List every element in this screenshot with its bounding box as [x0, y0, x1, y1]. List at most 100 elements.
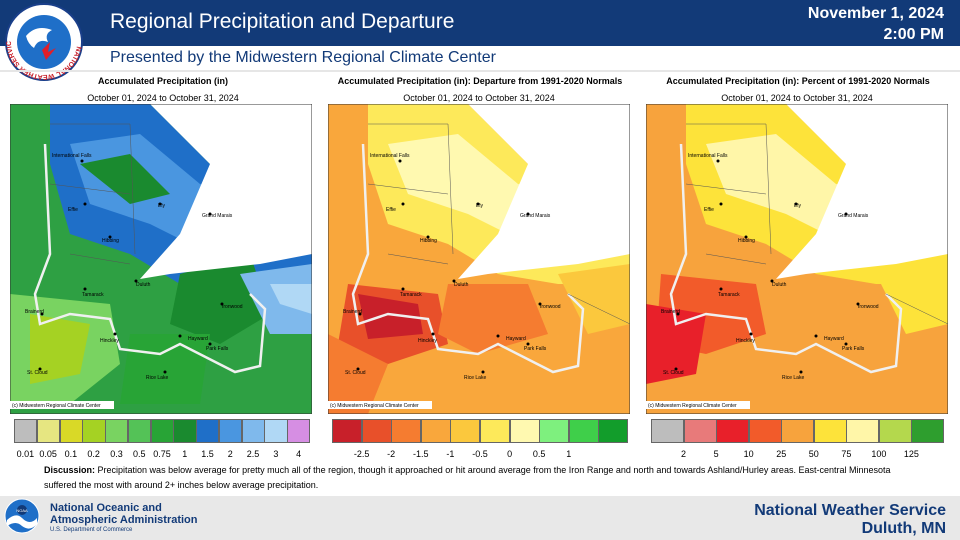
legend-2-tick-label: -1.5: [413, 449, 429, 459]
svg-text:Duluth: Duluth: [136, 282, 151, 288]
legend-departure: [332, 419, 629, 443]
noaa-name: National Oceanic and Atmospheric Adminis…: [50, 502, 198, 526]
page-title: Regional Precipitation and Departure: [110, 10, 455, 33]
legend-2-tick-label: 0: [507, 449, 513, 459]
legend-2-tick-label: -2.5: [353, 449, 370, 459]
nws-office-location: Duluth, MN: [861, 520, 946, 537]
divider: [0, 70, 960, 72]
header-bar: [0, 0, 960, 46]
svg-text:Hibbing: Hibbing: [420, 238, 437, 244]
svg-text:St. Cloud: St. Cloud: [345, 370, 366, 376]
noaa-department: U.S. Department of Commerce: [50, 527, 133, 533]
svg-text:Brainerd: Brainerd: [25, 309, 44, 315]
legend-3-tick-label: 10: [743, 449, 754, 459]
map-1-cities: International Falls Effie Ely Grand Mara…: [25, 153, 243, 381]
svg-text:Hinckley: Hinckley: [418, 338, 437, 344]
legend-1-swatch: [105, 419, 129, 443]
legend-1-swatch: [14, 419, 38, 443]
noaa-name-line2: Atmospheric Administration: [50, 514, 198, 526]
legend-2-swatch: [568, 419, 599, 443]
noaa-logo: NOAA: [4, 498, 40, 534]
svg-text:Ironwood: Ironwood: [858, 304, 879, 310]
issue-time: 2:00 PM: [883, 26, 944, 43]
svg-text:Park Falls: Park Falls: [206, 346, 229, 352]
page-subtitle: Presented by the Midwestern Regional Cli…: [110, 49, 496, 66]
legend-1-tick-label: 3: [273, 449, 279, 459]
legend-2-swatch: [420, 419, 451, 443]
legend-3-tick-label: 100: [871, 449, 887, 459]
map-departure: International Falls Effie Ely Grand Mara…: [328, 104, 630, 414]
svg-text:Rice Lake: Rice Lake: [464, 375, 486, 381]
map-accumulated-precip: International Falls Effie Ely Grand Mara…: [10, 104, 312, 414]
legend-3-swatch: [878, 419, 912, 443]
legend-3-swatch: [813, 419, 847, 443]
nws-logo: NATIONAL WEATHER SERVICE: [4, 2, 83, 81]
nws-office-name: National Weather Service: [754, 502, 946, 519]
svg-text:Grand Marais: Grand Marais: [520, 213, 551, 219]
svg-text:Hayward: Hayward: [188, 336, 208, 342]
legend-1-tick-label: 2: [227, 449, 233, 459]
svg-text:Tamarack: Tamarack: [82, 292, 104, 298]
svg-text:Hayward: Hayward: [824, 336, 844, 342]
legend-1-tick-label: 0.5: [132, 449, 146, 459]
svg-text:Hibbing: Hibbing: [102, 238, 119, 244]
footer-bar: [0, 496, 960, 540]
legend-3-swatch: [911, 419, 945, 443]
legend-accumulated-precip: [14, 419, 311, 443]
panel-2-title: Accumulated Precipitation (in): Departur…: [337, 76, 623, 86]
svg-text:Ironwood: Ironwood: [540, 304, 561, 310]
legend-1-tick-label: 0.3: [110, 449, 123, 459]
legend-2-tick-label: 1: [566, 449, 572, 459]
svg-text:Effie: Effie: [704, 207, 714, 213]
svg-text:Ely: Ely: [476, 203, 483, 209]
svg-text:Duluth: Duluth: [772, 282, 787, 288]
svg-text:Effie: Effie: [68, 207, 78, 213]
legend-2-swatch: [509, 419, 540, 443]
issue-date: November 1, 2024: [807, 5, 944, 22]
legend-2-swatch: [332, 419, 363, 443]
svg-text:International Falls: International Falls: [52, 153, 92, 159]
legend-1-tick-label: 0.01: [16, 449, 35, 459]
noaa-name-line1: National Oceanic and: [50, 502, 162, 514]
legend-3-tick-label: 75: [841, 449, 852, 459]
map-2-cities: International Falls Effie Ely Grand Mara…: [343, 153, 561, 381]
legend-3-swatch: [683, 419, 717, 443]
legend-1-swatch: [218, 419, 243, 443]
nws-office: National Weather Service Duluth, MN: [754, 502, 946, 538]
legend-2-tick-label: -0.5: [472, 449, 488, 459]
map-3-cities: International Falls Effie Ely Grand Mara…: [661, 153, 879, 381]
legend-1-tick-label: 1: [182, 449, 188, 459]
svg-text:Grand Marais: Grand Marais: [838, 213, 869, 219]
legend-3-swatch: [781, 419, 815, 443]
svg-text:International Falls: International Falls: [688, 153, 728, 159]
discussion-text: Precipitation was below average for pret…: [44, 465, 891, 490]
legend-1-swatch: [59, 419, 83, 443]
legend-1-swatch: [150, 419, 174, 443]
panel-2-dates: October 01, 2024 to October 31, 2024: [403, 93, 555, 103]
svg-text:Effie: Effie: [386, 207, 396, 213]
svg-text:Park Falls: Park Falls: [842, 346, 865, 352]
legend-3-tick-label: 25: [776, 449, 787, 459]
legend-3-tick-label: 125: [903, 449, 919, 459]
map-percent-normal: International Falls Effie Ely Grand Mara…: [646, 104, 948, 414]
legend-1-tick-label: 0.2: [87, 449, 100, 459]
svg-text:Duluth: Duluth: [454, 282, 469, 288]
panel-3-dates: October 01, 2024 to October 31, 2024: [721, 93, 873, 103]
panel-1-dates: October 01, 2024 to October 31, 2024: [87, 93, 239, 103]
svg-text:Hibbing: Hibbing: [738, 238, 755, 244]
legend-2-swatch: [598, 419, 629, 443]
noaa-logo-text: NOAA: [16, 508, 28, 513]
legend-2-tick-label: -1: [446, 449, 455, 459]
map-1-copyright: (c) Midwestern Regional Climate Center: [12, 403, 101, 409]
map-3-copyright: (c) Midwestern Regional Climate Center: [648, 403, 737, 409]
legend-1-swatch: [36, 419, 61, 443]
legend-3-tick-label: 2: [681, 449, 687, 459]
legend-percent-normal: [651, 419, 945, 443]
legend-1-swatch: [127, 419, 152, 443]
svg-text:Tamarack: Tamarack: [400, 292, 422, 298]
svg-text:Ironwood: Ironwood: [222, 304, 243, 310]
legend-1-swatch: [287, 419, 311, 443]
legend-1-tick-label: 0.05: [39, 449, 57, 459]
svg-text:Park Falls: Park Falls: [524, 346, 547, 352]
svg-text:Ely: Ely: [794, 203, 801, 209]
